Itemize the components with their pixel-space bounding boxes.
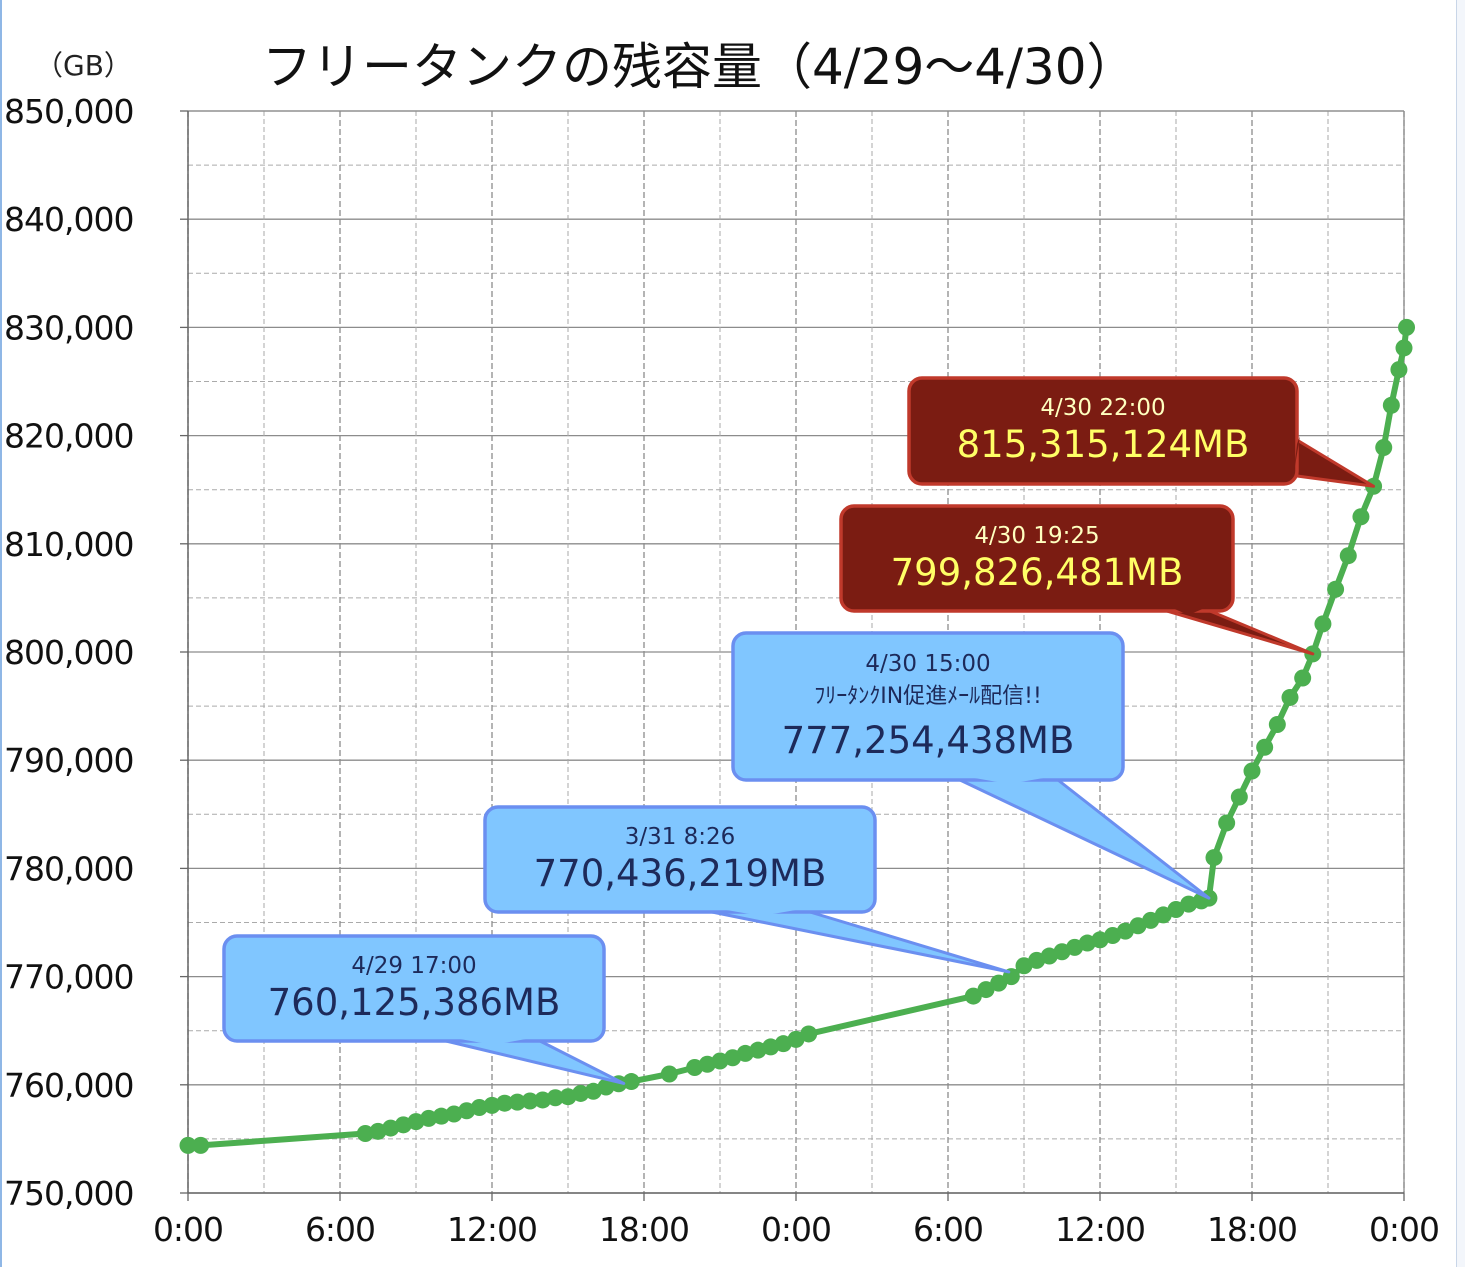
data-point: [1230, 788, 1248, 806]
data-points: [179, 318, 1416, 1154]
data-point: [1339, 547, 1357, 565]
y-tick-label: 850,000: [4, 92, 133, 131]
callout-time: 4/30 15:00: [865, 651, 990, 677]
data-point: [1395, 339, 1413, 357]
data-point: [977, 981, 995, 999]
callout-seam: [449, 1037, 537, 1045]
chart-title: フリータンクの残容量（4/29〜4/30）: [262, 38, 1137, 96]
data-point: [534, 1091, 552, 1109]
data-point: [521, 1092, 539, 1110]
data-point: [356, 1124, 374, 1142]
callout-value: 815,315,124MB: [957, 423, 1250, 466]
data-point: [1314, 615, 1332, 633]
data-point: [964, 987, 982, 1005]
data-point: [1268, 715, 1286, 733]
x-tick-label: 18:00: [1207, 1210, 1297, 1249]
data-point: [470, 1099, 488, 1117]
callout-time: 4/29 17:00: [351, 953, 476, 979]
data-point: [622, 1073, 640, 1091]
y-tick-label: 770,000: [4, 958, 133, 997]
callout-seam: [963, 776, 1055, 784]
data-point: [1390, 361, 1408, 379]
callout-box: [907, 376, 1299, 486]
callout-box: [222, 934, 606, 1043]
data-point: [192, 1136, 210, 1154]
data-point: [1281, 688, 1299, 706]
data-point: [1375, 439, 1393, 457]
window-scrollbar-strip: [1456, 0, 1465, 1267]
x-tick-label: 0:00: [761, 1210, 831, 1249]
callout-pointer: [444, 1039, 626, 1085]
x-tick-label: 6:00: [913, 1210, 983, 1249]
callout-time: 3/31 8:26: [625, 824, 736, 850]
y-tick-label: 840,000: [4, 200, 133, 239]
data-point: [508, 1093, 526, 1111]
axes: 750,000 760,000 770,000 780,000 790,000 800,0…: [4, 92, 1440, 1249]
callout-seam: [1170, 607, 1207, 615]
data-point: [572, 1084, 590, 1102]
y-tick-label: 810,000: [4, 525, 133, 564]
callout-value: 770,436,219MB: [534, 852, 827, 895]
x-tick-label: 6:00: [305, 1210, 375, 1249]
callout-pointer: [1165, 609, 1315, 656]
y-tick-label: 820,000: [4, 417, 133, 456]
y-tick-label: 830,000: [4, 308, 133, 347]
callout-note: ﾌﾘｰﾀﾝｸIN促進ﾒｰﾙ配信!!: [814, 684, 1042, 709]
y-tick-label: 760,000: [4, 1066, 133, 1105]
callout-value: 777,254,438MB: [782, 719, 1075, 762]
data-point: [420, 1109, 438, 1127]
data-point: [990, 974, 1008, 992]
window-left-border: [0, 0, 2, 1267]
callout-seam: [1294, 436, 1300, 472]
data-point: [1205, 849, 1223, 867]
x-tick-label: 0:00: [1369, 1210, 1439, 1249]
callout-time: 4/30 19:25: [974, 523, 1099, 549]
x-tick-label: 12:00: [1055, 1210, 1145, 1249]
y-tick-label: 780,000: [4, 849, 133, 888]
data-point: [179, 1136, 197, 1154]
callout-pointer: [710, 910, 1011, 974]
data-point: [1398, 318, 1416, 336]
x-tick-label: 18:00: [599, 1210, 689, 1249]
callout-value: 760,125,386MB: [268, 981, 561, 1024]
data-point: [483, 1096, 501, 1114]
data-point: [1382, 396, 1400, 414]
y-tick-label: 750,000: [4, 1174, 133, 1213]
callout-box: [731, 631, 1125, 782]
y-unit-label: （GB）: [35, 49, 132, 82]
callout-box: [839, 504, 1235, 613]
y-tick-label: 800,000: [4, 633, 133, 672]
y-tick-label: 790,000: [4, 741, 133, 780]
callout-box: [483, 805, 877, 914]
callout-value: 799,826,481MB: [891, 551, 1184, 594]
data-point: [496, 1094, 514, 1112]
data-point: [432, 1107, 450, 1125]
callout-seam: [715, 908, 807, 916]
data-point: [1327, 580, 1345, 598]
data-point: [660, 1065, 678, 1083]
data-point: [546, 1089, 564, 1107]
data-point: [1294, 669, 1312, 687]
data-point: [800, 1025, 818, 1043]
callout-pointer: [1295, 438, 1376, 488]
callout-time: 4/30 22:00: [1040, 395, 1165, 421]
x-tick-label: 12:00: [447, 1210, 537, 1249]
data-point: [1256, 738, 1274, 756]
callout-pointer: [958, 778, 1211, 900]
data-point: [1243, 762, 1261, 780]
callout-blue: 4/30 15:00 ﾌﾘｰﾀﾝｸIN促進ﾒｰﾙ配信!! 777,254,438MB: [731, 631, 1211, 900]
data-point: [1352, 508, 1370, 526]
x-tick-label: 0:00: [153, 1210, 223, 1249]
data-point: [1218, 814, 1236, 832]
